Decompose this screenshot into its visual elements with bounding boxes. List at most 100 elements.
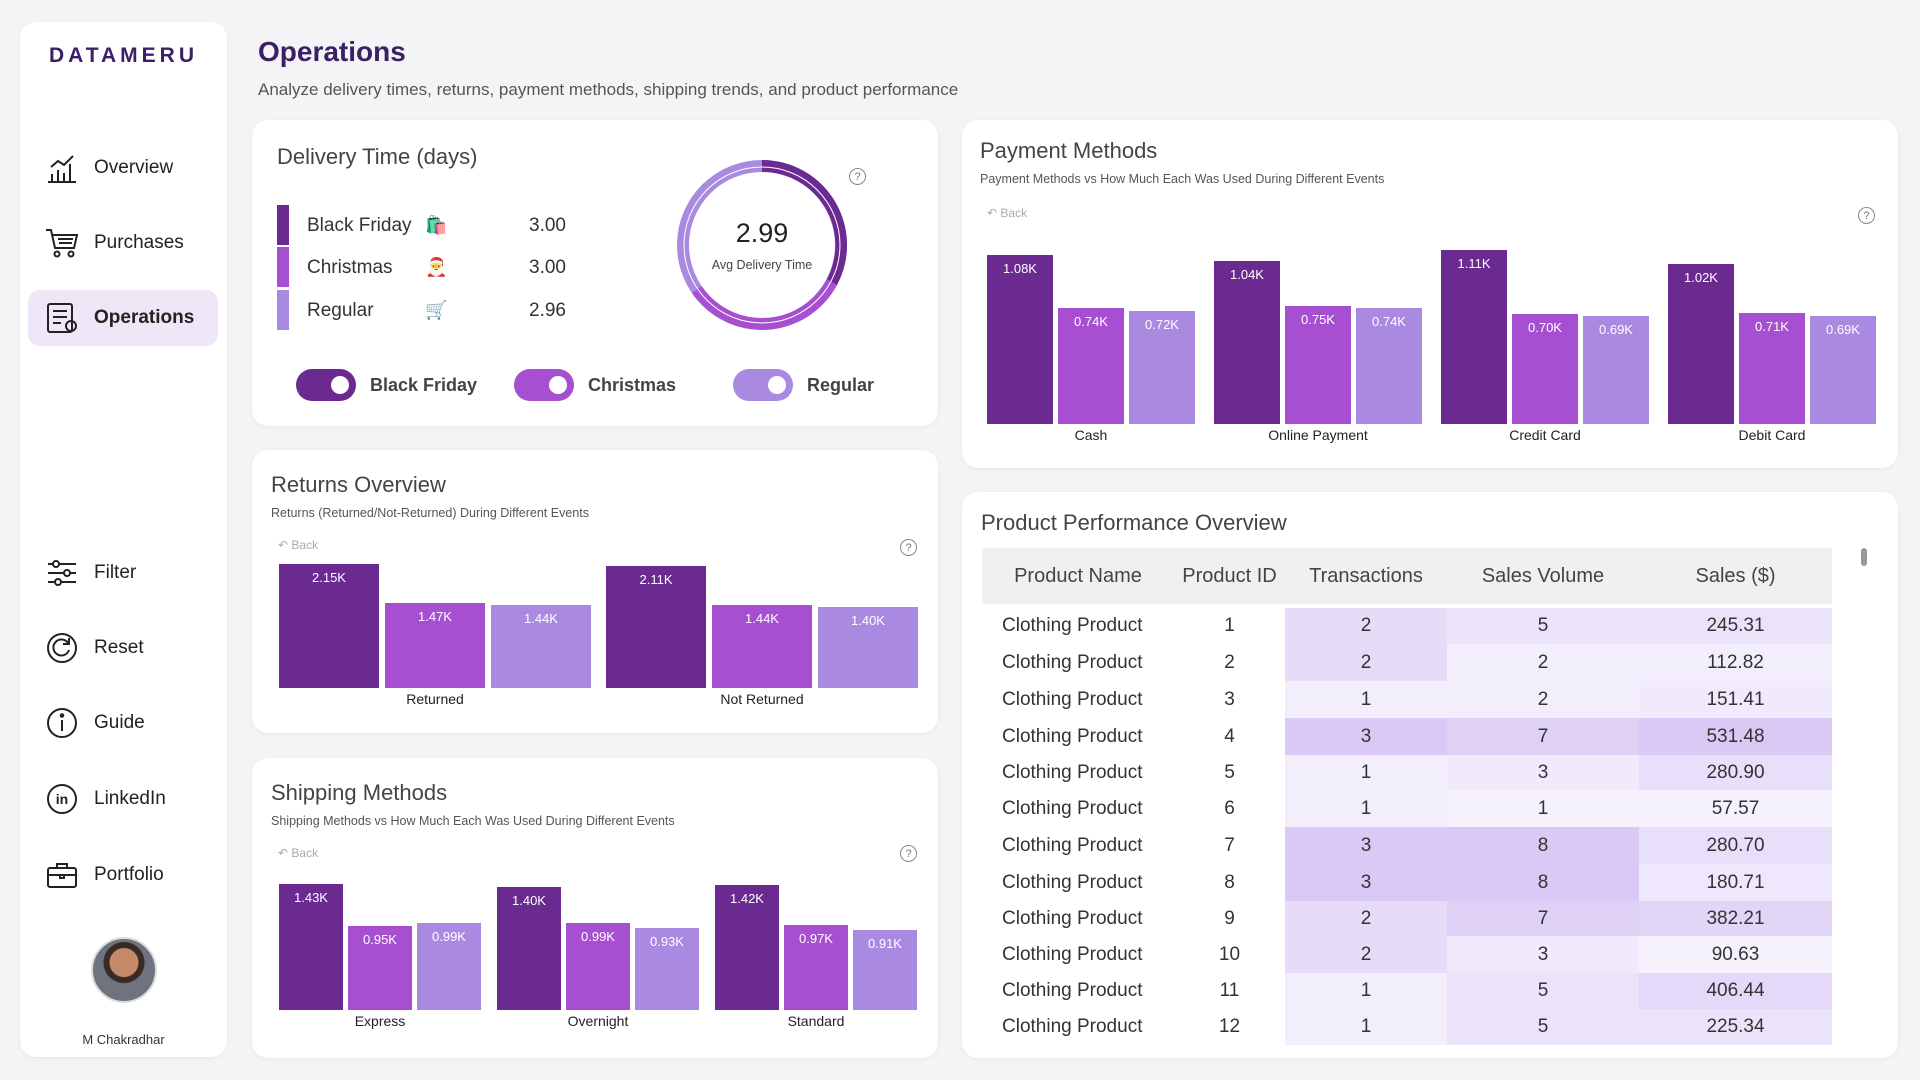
filter-icon xyxy=(42,553,82,593)
chart-bar[interactable] xyxy=(1285,306,1351,424)
table-cell: 9 xyxy=(1224,907,1235,929)
bar-value-label: 1.44K xyxy=(524,610,558,626)
delivery-row-value: 3.00 xyxy=(529,215,566,236)
product-card: Product Performance Overview Product Nam… xyxy=(962,492,1898,1058)
column-header[interactable]: Sales ($) xyxy=(1639,548,1832,604)
table-cell: 1 xyxy=(1285,681,1447,718)
help-icon[interactable]: ? xyxy=(1858,207,1875,224)
column-header[interactable]: Transactions xyxy=(1285,548,1447,604)
nav-overview[interactable]: Overview xyxy=(28,140,218,196)
toggle-switch[interactable] xyxy=(733,369,793,401)
toggle-black-friday[interactable]: Black Friday xyxy=(296,368,477,402)
nav-reset-label: Reset xyxy=(94,637,144,658)
returns-subtitle: Returns (Returned/Not-Returned) During D… xyxy=(271,506,589,520)
bar-value-label: 0.91K xyxy=(868,935,902,951)
toggle-regular[interactable]: Regular xyxy=(733,368,874,402)
back-button[interactable]: ↶ Back xyxy=(278,538,318,552)
nav-filter[interactable]: Filter xyxy=(28,545,218,601)
table-cell: 5 xyxy=(1447,1009,1639,1045)
toggle-christmas[interactable]: Christmas xyxy=(514,368,676,402)
chart-bar[interactable] xyxy=(1583,315,1649,424)
chart-bar[interactable] xyxy=(1356,308,1422,424)
table-cell: Clothing Product xyxy=(1002,943,1143,965)
avg-delivery-value: 2.99 xyxy=(735,218,789,248)
table-cell: 2 xyxy=(1285,901,1447,936)
bar-value-label: 1.11K xyxy=(1457,256,1491,271)
nav-purchases[interactable]: Purchases xyxy=(28,215,218,271)
chart-bar[interactable] xyxy=(635,928,699,1010)
category-label: Not Returned xyxy=(720,691,804,707)
shipping-title: Shipping Methods xyxy=(271,780,448,805)
nav-linkedin-label: LinkedIn xyxy=(94,788,166,809)
bar-value-label: 1.47K xyxy=(418,609,452,625)
chart-bar[interactable] xyxy=(853,929,917,1010)
toggle-switch[interactable] xyxy=(296,369,356,401)
chart-bar[interactable] xyxy=(1668,264,1734,424)
table-cell: 1 xyxy=(1285,1009,1447,1045)
black-friday-swatch xyxy=(277,205,289,245)
operations-icon xyxy=(42,298,82,338)
chart-bar[interactable] xyxy=(1441,250,1507,424)
help-icon[interactable]: ? xyxy=(900,539,917,556)
back-button[interactable]: ↶ Back xyxy=(278,846,318,860)
nav-guide[interactable]: Guide xyxy=(28,695,218,751)
chart-bar[interactable] xyxy=(606,566,706,688)
nav-filter-label: Filter xyxy=(94,562,137,583)
chart-bar[interactable] xyxy=(1739,312,1805,424)
chart-bar[interactable] xyxy=(1129,311,1195,424)
table-cell: 5 xyxy=(1447,973,1639,1009)
payment-card: Payment Methods Payment Methods vs How M… xyxy=(962,120,1898,468)
avg-delivery-label: Avg Delivery Time xyxy=(711,258,813,272)
chart-bar[interactable] xyxy=(491,604,591,688)
table-cell: Clothing Product xyxy=(1002,725,1143,747)
nav-linkedin[interactable]: in LinkedIn xyxy=(28,771,218,827)
shopping-bag-icon: 🛍️ xyxy=(425,215,448,235)
chart-bar[interactable] xyxy=(279,564,379,688)
column-header[interactable]: Product Name xyxy=(982,548,1174,604)
nav-operations[interactable]: Operations xyxy=(28,290,218,346)
table-cell: 7 xyxy=(1224,834,1235,856)
help-icon[interactable]: ? xyxy=(900,845,917,862)
chart-bar[interactable] xyxy=(1214,260,1280,424)
chart-bar[interactable] xyxy=(385,603,485,688)
chart-bar[interactable] xyxy=(1810,315,1876,424)
brand-logo: DATAMERU xyxy=(48,44,199,67)
santa-icon: 🎅 xyxy=(425,257,448,277)
payment-subtitle: Payment Methods vs How Much Each Was Use… xyxy=(980,172,1385,186)
delivery-row-label: Black Friday xyxy=(307,215,412,236)
category-label: Cash xyxy=(1074,427,1108,443)
table-cell: 531.48 xyxy=(1639,718,1832,755)
table-cell: 8 xyxy=(1447,827,1639,864)
delivery-row-christmas: Christmas 🎅 3.00 xyxy=(277,247,577,287)
chart-bar[interactable] xyxy=(348,926,412,1010)
back-arrow-icon: ↶ xyxy=(278,538,292,552)
chart-bar[interactable] xyxy=(497,886,561,1010)
bar-value-label: 1.08K xyxy=(1003,260,1037,276)
chart-bar[interactable] xyxy=(712,604,812,688)
bar-value-label: 0.69K xyxy=(1826,321,1860,337)
chart-bar[interactable] xyxy=(417,922,481,1010)
help-icon[interactable]: ? xyxy=(849,168,866,185)
chart-bar[interactable] xyxy=(1058,308,1124,424)
table-cell: Clothing Product xyxy=(1002,907,1143,929)
back-button[interactable]: ↶ Back xyxy=(987,206,1027,220)
column-header[interactable]: Sales Volume xyxy=(1447,548,1639,604)
column-header[interactable]: Product ID xyxy=(1174,548,1285,604)
category-label: Returned xyxy=(406,691,464,707)
nav-portfolio[interactable]: Portfolio xyxy=(28,847,218,903)
chart-bar[interactable] xyxy=(279,884,343,1010)
chart-bar[interactable] xyxy=(987,254,1053,424)
avatar[interactable] xyxy=(91,937,157,1003)
chart-bar[interactable] xyxy=(1512,314,1578,424)
linkedin-icon: in xyxy=(42,779,82,819)
toggle-label: Christmas xyxy=(588,374,677,395)
table-cell: 2 xyxy=(1285,644,1447,681)
chart-bar[interactable] xyxy=(566,922,630,1010)
nav-reset[interactable]: Reset xyxy=(28,620,218,676)
chart-bar[interactable] xyxy=(715,884,779,1010)
toggle-switch[interactable] xyxy=(514,369,574,401)
delivery-row-black-friday: Black Friday 🛍️ 3.00 xyxy=(277,205,577,245)
chart-bar[interactable] xyxy=(818,607,918,688)
table-scrollbar[interactable] xyxy=(1861,548,1867,566)
chart-bar[interactable] xyxy=(784,924,848,1010)
